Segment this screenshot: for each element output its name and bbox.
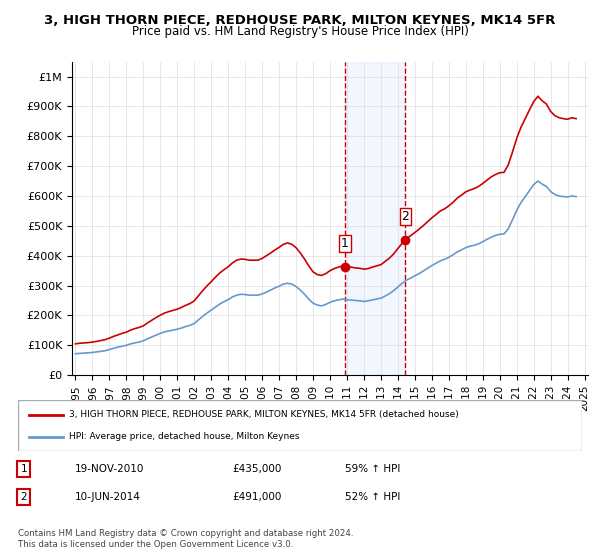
Text: £491,000: £491,000 [232,492,281,502]
Bar [345,62,406,375]
Text: 59% ↑ HPI: 59% ↑ HPI [345,464,400,474]
Text: 3, HIGH THORN PIECE, REDHOUSE PARK, MILTON KEYNES, MK14 5FR: 3, HIGH THORN PIECE, REDHOUSE PARK, MILT… [44,14,556,27]
Text: 52% ↑ HPI: 52% ↑ HPI [345,492,400,502]
Text: 10-JUN-2014: 10-JUN-2014 [74,492,140,502]
Text: 2: 2 [401,211,409,223]
Text: 3, HIGH THORN PIECE, REDHOUSE PARK, MILTON KEYNES, MK14 5FR (detached house): 3, HIGH THORN PIECE, REDHOUSE PARK, MILT… [69,410,458,419]
Text: Contains HM Land Registry data © Crown copyright and database right 2024.
This d: Contains HM Land Registry data © Crown c… [18,529,353,549]
Text: 19-NOV-2010: 19-NOV-2010 [74,464,144,474]
Text: Price paid vs. HM Land Registry's House Price Index (HPI): Price paid vs. HM Land Registry's House … [131,25,469,38]
Text: HPI: Average price, detached house, Milton Keynes: HPI: Average price, detached house, Milt… [69,432,299,441]
Text: 1: 1 [341,237,349,250]
Text: 2: 2 [20,492,27,502]
Text: £435,000: £435,000 [232,464,281,474]
FancyBboxPatch shape [18,400,582,451]
Text: 1: 1 [20,464,27,474]
